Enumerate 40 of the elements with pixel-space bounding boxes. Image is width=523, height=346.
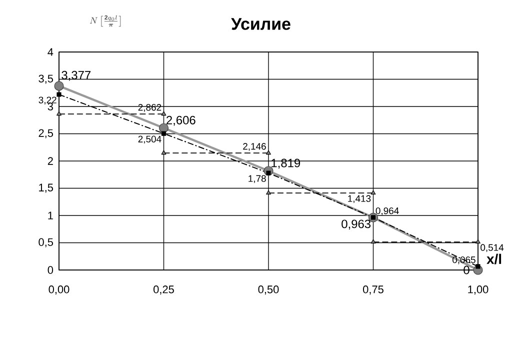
x-tick-label: 0,25 (154, 286, 174, 295)
y-tick-label: 4 (48, 48, 54, 56)
y-tick-label: 2 (48, 157, 53, 165)
y-tick-label: 2,5 (38, 129, 54, 138)
x-tick-label: 1,00 (468, 286, 488, 295)
data-label: 0,964 (376, 207, 399, 216)
point (266, 150, 271, 155)
x-tick-label: 0,75 (363, 286, 384, 295)
point (161, 111, 166, 116)
x-tick-label: 0,00 (48, 286, 70, 295)
y-tick-label: 1 (48, 212, 53, 220)
point (56, 92, 62, 97)
data-label: 1,413 (348, 195, 371, 204)
point (476, 264, 480, 269)
x-axis-title: x/l (486, 254, 502, 264)
point (370, 239, 376, 244)
chart-title: Усилие (231, 18, 290, 30)
y-tick-label: 0 (48, 266, 54, 274)
data-label: 1,819 (272, 158, 300, 169)
point (476, 239, 480, 244)
data-label: 0,963 (342, 220, 371, 230)
data-label: 0,514 (480, 244, 504, 252)
y-axis-title: $N\left[\frac{\mathbf{2}q_0 l}{\boldsymbol{\pi}}\right]$ (90, 15, 121, 27)
y-tick-label: 1,5 (39, 184, 54, 193)
data-label: 3,22 (38, 96, 56, 105)
y-tick-label: 0,5 (38, 238, 54, 248)
data-label: 2,146 (243, 143, 266, 151)
y-tick-label: 3,5 (38, 74, 54, 84)
point (161, 131, 166, 136)
y-tick-label: 3 (48, 102, 53, 110)
data-label: 1,78 (248, 175, 266, 184)
data-label: 3,377 (62, 70, 91, 81)
x-tick-label: 0,50 (258, 286, 279, 295)
point (266, 190, 271, 195)
point (370, 190, 376, 195)
data-label: 2,504 (138, 136, 162, 144)
point (54, 81, 64, 91)
point (161, 150, 166, 155)
data-label: 0,065 (452, 256, 476, 264)
data-label: 2,606 (166, 116, 196, 126)
